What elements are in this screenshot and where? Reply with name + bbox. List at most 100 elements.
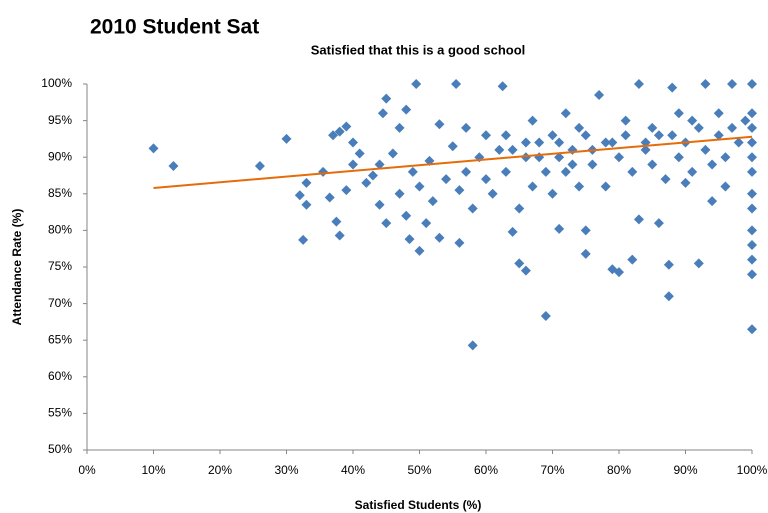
data-point [720, 152, 731, 163]
data-point [647, 122, 658, 133]
data-point [404, 234, 415, 245]
data-point [414, 245, 425, 256]
data-point [374, 199, 385, 210]
x-tick-label: 80% [607, 463, 631, 477]
data-point [663, 259, 674, 270]
data-point [667, 130, 678, 141]
data-point [411, 79, 422, 89]
data-point [620, 130, 631, 141]
data-point [600, 137, 611, 148]
y-tick-label: 75% [48, 259, 72, 273]
data-point [747, 122, 757, 133]
data-point [640, 144, 651, 155]
data-point [747, 188, 757, 199]
data-point [451, 79, 462, 89]
data-point [547, 130, 558, 141]
data-point [441, 174, 452, 185]
data-point [534, 137, 545, 148]
data-point [713, 130, 724, 141]
data-point [663, 291, 674, 302]
data-point [254, 160, 265, 171]
data-point [348, 159, 358, 170]
data-point [168, 160, 179, 171]
data-point [407, 166, 418, 177]
data-point [354, 148, 365, 159]
data-point [614, 152, 624, 163]
y-tick-label: 85% [48, 186, 72, 200]
data-point [324, 192, 335, 203]
data-point [707, 196, 718, 207]
data-point [727, 122, 738, 133]
data-point [394, 188, 405, 199]
data-point [673, 108, 684, 119]
data-point [454, 185, 465, 196]
y-tick-label: 50% [48, 442, 72, 456]
x-tick-label: 40% [341, 463, 365, 477]
data-point [454, 237, 465, 248]
data-point [600, 181, 611, 192]
data-point [560, 166, 571, 177]
y-tick-label: 90% [48, 149, 72, 163]
data-point [693, 258, 704, 269]
data-point [520, 152, 531, 163]
data-point [301, 177, 312, 188]
data-point [747, 152, 757, 163]
data-point [633, 214, 644, 225]
data-point [747, 240, 757, 251]
data-point [394, 122, 405, 133]
data-point [633, 79, 644, 89]
data-point [467, 203, 478, 214]
data-point [507, 226, 518, 237]
data-point [148, 143, 159, 154]
data-point [401, 104, 412, 115]
data-point [660, 174, 671, 185]
y-tick-label: 70% [48, 296, 72, 310]
data-point [627, 166, 638, 177]
data-point [653, 218, 664, 229]
data-point [747, 108, 757, 119]
y-tick-label: 55% [48, 406, 72, 420]
data-point [554, 223, 565, 234]
data-point [481, 130, 491, 141]
data-point [720, 181, 731, 192]
data-point [481, 174, 491, 185]
data-point [680, 177, 691, 188]
data-point [298, 234, 309, 245]
y-tick-label: 95% [48, 113, 72, 127]
data-point [334, 126, 345, 137]
data-point [747, 254, 757, 265]
data-point [294, 190, 305, 201]
data-point [447, 141, 458, 152]
data-point [667, 82, 678, 93]
data-point [740, 115, 751, 126]
data-point [434, 232, 445, 243]
data-point [620, 115, 631, 126]
data-point [461, 122, 472, 133]
data-point [461, 166, 472, 177]
data-point [747, 324, 757, 335]
data-point [331, 216, 342, 227]
data-point [727, 79, 738, 89]
data-point [497, 81, 508, 92]
data-point [527, 115, 538, 126]
data-point [281, 133, 292, 144]
x-tick-label: 0% [78, 463, 96, 477]
x-tick-label: 20% [208, 463, 232, 477]
data-point [747, 203, 757, 214]
data-point [747, 79, 757, 89]
data-point [367, 170, 378, 181]
data-point [540, 311, 551, 322]
data-point [421, 218, 432, 229]
y-tick-label: 65% [48, 332, 72, 346]
data-point [574, 181, 585, 192]
data-point [427, 196, 438, 207]
data-point [487, 188, 498, 199]
y-axis-label: Attendance Rate (%) [10, 209, 24, 326]
data-point [377, 108, 388, 119]
y-tick-label: 80% [48, 223, 72, 237]
data-point [700, 144, 711, 155]
data-point [401, 210, 412, 221]
data-point [381, 93, 392, 104]
y-tick-label: 60% [48, 369, 72, 383]
